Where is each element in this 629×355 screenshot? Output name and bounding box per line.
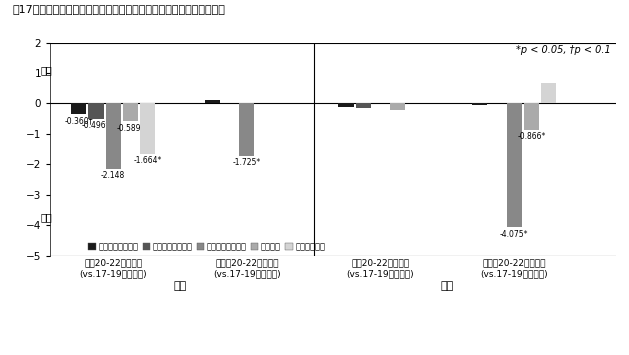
Text: -0.360†: -0.360† — [64, 116, 93, 126]
Text: -0.589*: -0.589* — [116, 124, 145, 132]
Bar — [106, 103, 121, 169]
Bar — [390, 103, 406, 110]
Bar — [338, 103, 353, 107]
Text: 図17　友人・家族との関わりの頻度と帰宅時刻の関係を表す棒グラフ: 図17 友人・家族との関わりの頻度と帰宅時刻の関係を表す棒グラフ — [13, 4, 225, 13]
Bar — [239, 103, 255, 156]
Text: *p < 0.05, †p < 0.1: *p < 0.05, †p < 0.1 — [516, 45, 611, 55]
Text: 減少: 減少 — [40, 212, 52, 222]
Text: -1.664*: -1.664* — [133, 156, 162, 165]
Bar — [204, 100, 220, 103]
Bar — [88, 103, 104, 119]
Text: -1.725*: -1.725* — [233, 158, 261, 167]
Text: -0.496†: -0.496† — [82, 121, 110, 130]
Legend: 友人・恋人と食事, 友人・恋人と会話, 夫婦で一緒に食事, 夫婦で話, 子どもと遊ぶ: 友人・恋人と食事, 友人・恋人と会話, 夫婦で一緒に食事, 夫婦で話, 子どもと… — [89, 242, 325, 251]
Text: -4.075*: -4.075* — [500, 230, 528, 239]
Bar — [140, 103, 155, 154]
Text: 女性: 女性 — [441, 282, 454, 291]
Text: -0.866*: -0.866* — [517, 132, 546, 141]
Bar — [506, 103, 522, 228]
Text: 男性: 男性 — [174, 282, 187, 291]
Bar — [71, 103, 86, 114]
Bar — [123, 103, 138, 121]
Text: -2.148: -2.148 — [101, 171, 125, 180]
Bar — [472, 103, 487, 105]
Bar — [524, 103, 539, 130]
Text: 増加: 増加 — [40, 65, 52, 75]
Bar — [541, 83, 557, 103]
Bar — [355, 103, 371, 108]
